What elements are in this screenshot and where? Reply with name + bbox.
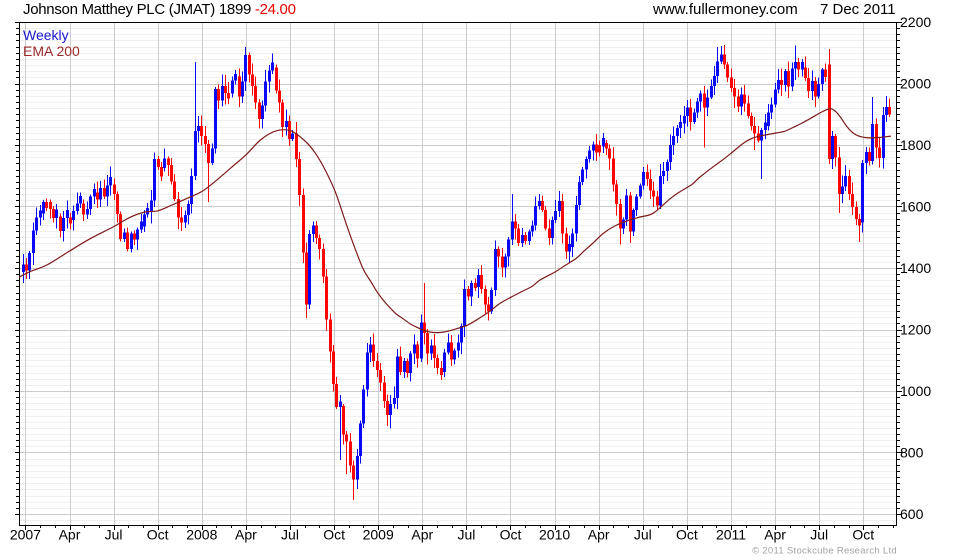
svg-text:Oct: Oct [676, 527, 698, 543]
svg-text:Apr: Apr [588, 527, 610, 543]
svg-text:www.fullermoney.com: www.fullermoney.com [652, 1, 798, 18]
svg-text:2010: 2010 [539, 527, 570, 543]
svg-text:Apr: Apr [59, 527, 81, 543]
svg-text:1000: 1000 [900, 383, 931, 399]
svg-text:Jul: Jul [457, 527, 475, 543]
svg-text:7 Dec 2011: 7 Dec 2011 [820, 1, 896, 18]
svg-text:1400: 1400 [900, 260, 931, 276]
svg-text:2011: 2011 [716, 527, 746, 543]
svg-text:Jul: Jul [810, 527, 828, 543]
svg-text:Apr: Apr [411, 527, 433, 543]
svg-text:800: 800 [900, 444, 924, 460]
svg-text:1800: 1800 [900, 137, 931, 153]
svg-text:Oct: Oct [500, 527, 522, 543]
svg-text:Apr: Apr [764, 527, 786, 543]
svg-text:2009: 2009 [363, 527, 394, 543]
svg-text:2007: 2007 [10, 527, 41, 543]
svg-text:Jul: Jul [634, 527, 652, 543]
svg-text:2000: 2000 [900, 75, 931, 91]
svg-text:Johnson Matthey PLC (JMAT) 189: Johnson Matthey PLC (JMAT) 1899 -24.00 [23, 1, 296, 18]
svg-text:© 2011 Stockcube Research Ltd: © 2011 Stockcube Research Ltd [752, 546, 897, 557]
svg-text:1200: 1200 [900, 321, 931, 337]
svg-text:Oct: Oct [323, 527, 345, 543]
svg-text:1600: 1600 [900, 198, 931, 214]
svg-text:600: 600 [900, 506, 924, 522]
svg-text:Jul: Jul [105, 527, 123, 543]
svg-text:EMA 200: EMA 200 [23, 43, 80, 59]
svg-text:Apr: Apr [235, 527, 257, 543]
svg-text:Weekly: Weekly [23, 27, 69, 43]
svg-text:2008: 2008 [186, 527, 217, 543]
svg-text:Oct: Oct [147, 527, 169, 543]
svg-text:2200: 2200 [900, 14, 931, 30]
svg-text:Jul: Jul [281, 527, 299, 543]
svg-text:Oct: Oct [852, 527, 874, 543]
